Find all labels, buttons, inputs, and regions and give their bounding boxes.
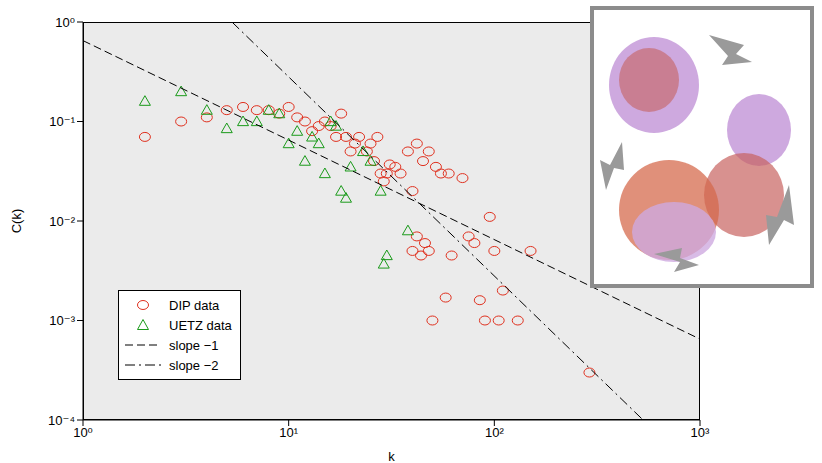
html-text:UETZ data: UETZ data bbox=[169, 317, 232, 333]
html-text:DIP data: DIP data bbox=[169, 297, 220, 313]
svg-text:10⁻²: 10⁻² bbox=[49, 214, 75, 229]
html-text:slope −2: slope −2 bbox=[169, 357, 219, 373]
html-text:slope −1: slope −1 bbox=[169, 337, 219, 353]
svg-text:10³: 10³ bbox=[691, 425, 710, 440]
svg-text:10⁰: 10⁰ bbox=[55, 15, 75, 30]
svg-text:C(k): C(k) bbox=[9, 209, 24, 234]
svg-text:10¹: 10¹ bbox=[279, 425, 298, 440]
svg-text:10⁻¹: 10⁻¹ bbox=[49, 114, 75, 129]
svg-text:10⁻³: 10⁻³ bbox=[49, 313, 75, 328]
svg-text:10⁰: 10⁰ bbox=[73, 425, 93, 440]
svg-text:k: k bbox=[388, 449, 395, 463]
svg-text:10²: 10² bbox=[485, 425, 504, 440]
svg-text:10⁻⁴: 10⁻⁴ bbox=[48, 413, 75, 428]
